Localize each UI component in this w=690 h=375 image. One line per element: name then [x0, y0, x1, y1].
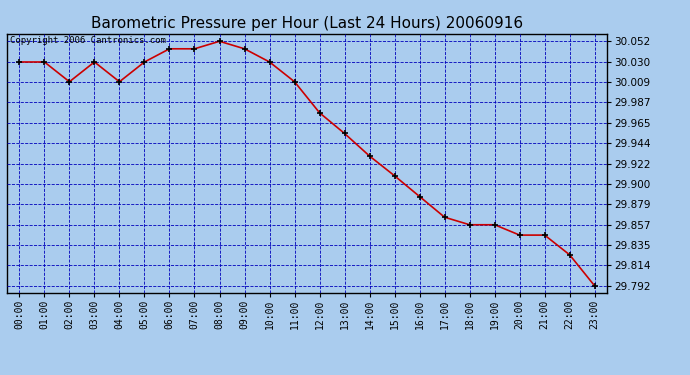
Text: Copyright 2006 Cantronics.com: Copyright 2006 Cantronics.com — [10, 36, 166, 45]
Title: Barometric Pressure per Hour (Last 24 Hours) 20060916: Barometric Pressure per Hour (Last 24 Ho… — [91, 16, 523, 31]
